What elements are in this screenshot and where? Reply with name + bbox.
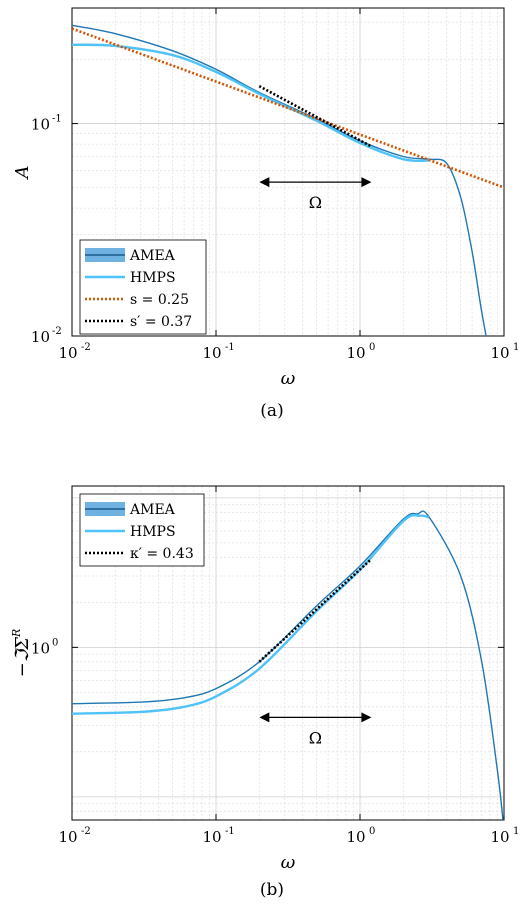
y-tick-label: 10 (31, 328, 50, 346)
y-tick-label: 10 (31, 116, 50, 134)
legend-label: HMPS (130, 270, 176, 286)
series-group (72, 510, 504, 820)
omega-label: Ω (309, 728, 322, 747)
legend-label: κ′ = 0.43 (130, 546, 194, 562)
x-axis-label: ω (281, 368, 296, 389)
x-tick-label: 10 (346, 344, 365, 362)
plot-frame (71, 485, 505, 821)
y-axis-label-text: −ℑΣR (10, 629, 33, 678)
legend-item: s′ = 0.37 (85, 314, 192, 330)
omega-arrow-head-left (259, 177, 270, 188)
legend-item: s = 0.25 (85, 292, 189, 308)
series-group (72, 24, 504, 336)
omega-annotation: Ω (259, 712, 372, 747)
series-line-s-0-37 (258, 85, 373, 148)
x-tick-label: 10 (58, 828, 77, 846)
legend-label: AMEA (129, 248, 176, 264)
x-tick-exponent: 0 (369, 826, 375, 837)
x-tick-label: 10 (202, 828, 221, 846)
x-tick-exponent: 1 (513, 826, 519, 837)
series-line-hmps (72, 514, 430, 715)
omega-arrow-head-right (361, 712, 372, 723)
y-axis-label: A (12, 166, 33, 181)
y-axis-label-text: A (12, 166, 33, 181)
y-axis-label-superscript: R (10, 629, 23, 638)
y-axis-label: −ℑΣR (10, 629, 33, 678)
x-tick-label: 10 (490, 344, 509, 362)
series-line-s-0-25 (72, 27, 504, 189)
x-tick-exponent: 0 (369, 342, 375, 353)
x-tick-exponent: -2 (81, 342, 91, 353)
x-tick-label: 10 (58, 344, 77, 362)
x-tick-label: 10 (346, 828, 365, 846)
x-tick-label: 10 (490, 828, 509, 846)
legend-item: κ′ = 0.43 (85, 546, 194, 562)
series-line-amea (72, 510, 504, 820)
legend-item: HMPS (85, 270, 176, 286)
x-tick-label: 10 (202, 344, 221, 362)
legend-label: HMPS (130, 524, 176, 540)
legend-label: s′ = 0.37 (130, 314, 192, 330)
panel-caption: (b) (260, 880, 284, 900)
grid-lines (71, 8, 505, 337)
legend-label: AMEA (129, 502, 176, 518)
omega-arrow-head-right (361, 177, 372, 188)
y-tick-exponent: -2 (52, 326, 62, 337)
plot-frame (71, 7, 505, 337)
x-tick-exponent: -1 (225, 826, 235, 837)
legend-label: s = 0.25 (130, 292, 189, 308)
y-tick-exponent: 0 (52, 637, 58, 648)
y-tick-label: 10 (31, 639, 50, 657)
y-tick-exponent: -1 (52, 114, 62, 125)
legend: AMEA HMPS s = 0.25 s′ = 0.37 (79, 239, 207, 335)
omega-label: Ω (309, 193, 322, 212)
series-line--0-43 (258, 558, 373, 663)
x-axis-label: ω (281, 852, 296, 873)
series-line-amea (72, 24, 487, 336)
legend-item: AMEA (85, 502, 176, 518)
x-tick-exponent: -2 (81, 826, 91, 837)
legend: AMEA HMPS κ′ = 0.43 (79, 493, 205, 567)
panel-caption: (a) (260, 401, 283, 421)
omega-arrow-head-left (259, 712, 270, 723)
legend-item: AMEA (85, 248, 176, 264)
legend-item: HMPS (85, 524, 176, 540)
x-tick-exponent: -1 (225, 342, 235, 353)
series-line-hmps (72, 43, 429, 163)
omega-annotation: Ω (259, 177, 372, 212)
x-tick-exponent: 1 (513, 342, 519, 353)
